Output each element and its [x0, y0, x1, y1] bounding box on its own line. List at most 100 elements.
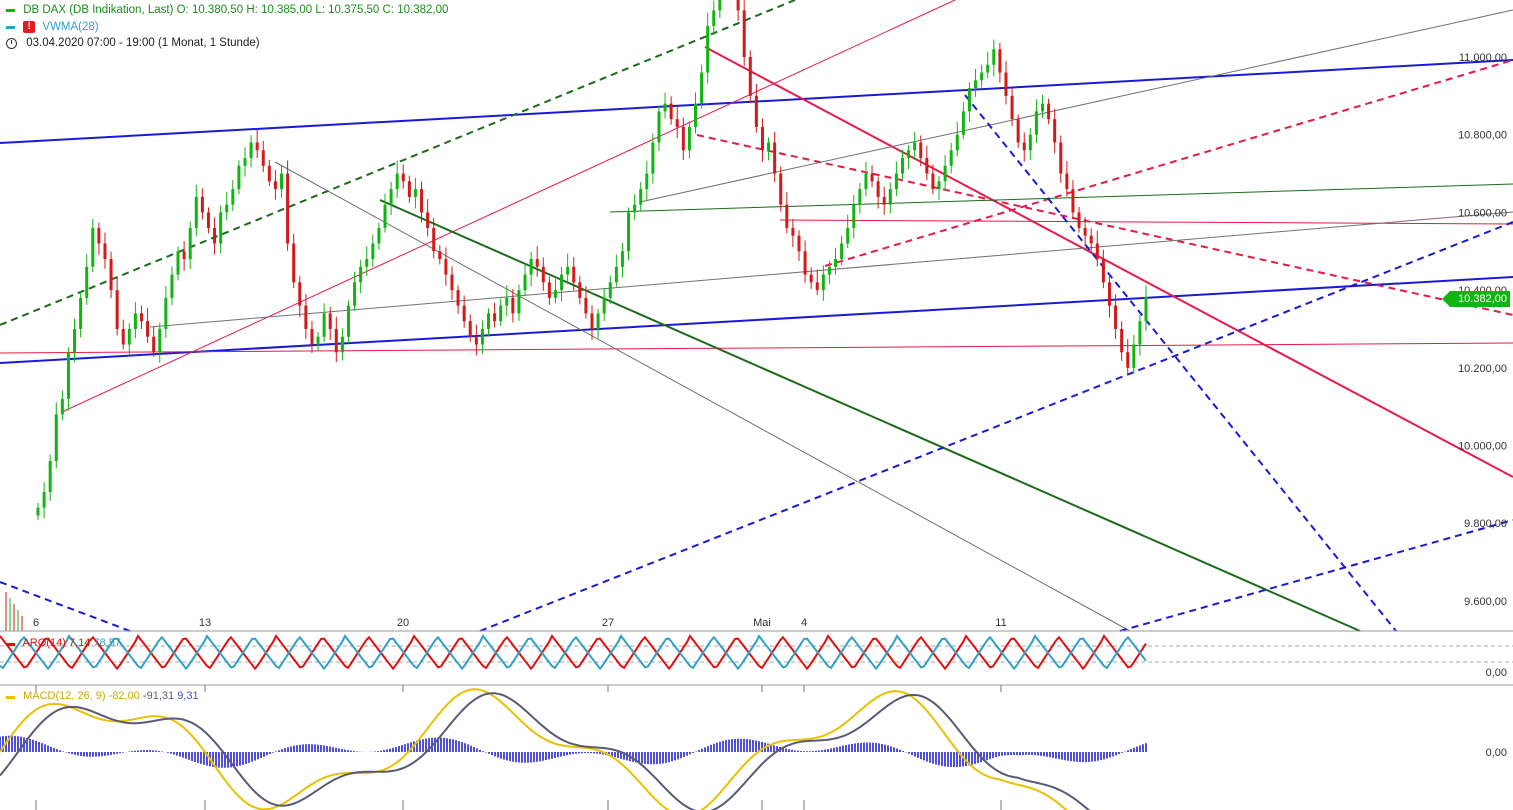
candle-body — [590, 313, 594, 329]
candle-body — [633, 204, 637, 213]
candle-body — [1071, 189, 1075, 213]
candle-body — [164, 297, 168, 329]
candle-body — [809, 274, 813, 283]
candle-body — [523, 274, 527, 291]
trend-line-red-thin-rising — [61, 0, 956, 413]
candle-body — [36, 507, 40, 516]
candle-body — [584, 297, 588, 314]
x-tick-label: 13 — [199, 617, 211, 629]
ohlc-high: H: 10.385,00 — [246, 4, 313, 16]
candle-body — [438, 251, 442, 260]
candle-body — [340, 336, 344, 353]
candle-body — [231, 189, 235, 205]
candle-body — [992, 49, 996, 65]
candle-body — [864, 173, 868, 190]
trend-line-blue-dashed-falling — [964, 94, 1397, 632]
candle-body — [803, 251, 807, 275]
candle-body — [553, 290, 557, 298]
candle-body — [1059, 142, 1063, 174]
candle-body — [353, 282, 357, 306]
candle-body — [456, 290, 460, 306]
candle-body — [998, 49, 1002, 73]
candle-body — [1047, 103, 1051, 120]
trend-line-red-dashed-falling — [696, 134, 1513, 316]
y-tick-label: 9.800,00 — [1464, 518, 1507, 530]
candle-body — [377, 227, 381, 244]
ohlc-open: O: 10.380,50 — [176, 4, 244, 16]
candle-body — [907, 150, 911, 159]
trend-lines — [0, 0, 1513, 632]
candle-body — [261, 150, 265, 166]
candle-body — [480, 328, 484, 345]
candle-body — [328, 313, 332, 329]
candle-body — [243, 158, 247, 166]
indicator-legend[interactable]: ! VWMA(28) — [6, 21, 99, 33]
macd-histogram-value: 9,31 — [177, 690, 199, 702]
candle-body — [1083, 227, 1087, 236]
candle-body — [894, 173, 898, 190]
candle-body — [493, 313, 497, 322]
ohlc-close: C: 10.382,00 — [382, 4, 449, 16]
candle-body — [407, 181, 411, 197]
candle-body — [1016, 119, 1020, 143]
macd-name: MACD(12, 26, 9) — [23, 690, 106, 702]
candle-body — [547, 282, 551, 298]
candle-body — [858, 189, 862, 205]
candle-body — [1126, 352, 1130, 368]
candle-body — [1114, 305, 1118, 329]
candle-body — [395, 173, 399, 190]
candle-body — [60, 398, 64, 415]
candle-body — [675, 119, 679, 127]
candle-body — [310, 328, 314, 345]
candle-body — [298, 282, 302, 306]
ohlc-low: L: 10.375,50 — [315, 4, 380, 16]
clock-icon — [6, 37, 17, 49]
candle-body — [572, 266, 576, 283]
candle-body — [505, 297, 509, 306]
candle-body — [815, 282, 819, 291]
candle-body — [955, 134, 959, 151]
candle-body — [900, 158, 904, 174]
y-tick-label: 10.200,00 — [1458, 363, 1507, 375]
candle-body — [371, 243, 375, 260]
candle-body — [499, 305, 503, 322]
candle-body — [1144, 297, 1148, 322]
candle-body — [176, 251, 180, 275]
candle-body — [1028, 134, 1032, 151]
x-tick-label: 11 — [995, 617, 1006, 629]
candle-body — [773, 142, 777, 174]
candle-body — [767, 142, 771, 151]
candle-body — [529, 259, 533, 275]
candle-body — [681, 126, 685, 151]
candle-body — [669, 103, 673, 120]
y-axis: 11.000,0010.800,0010.600,0010.400,0010.2… — [1458, 52, 1507, 608]
candle-body — [986, 64, 990, 73]
candle-body — [620, 251, 624, 267]
candle-body — [827, 266, 831, 275]
last-price-tag: 10.382,00 — [1442, 291, 1510, 307]
candles — [5, 0, 1148, 631]
trend-line-red-horizontal — [0, 342, 1513, 354]
candle-body — [614, 266, 618, 283]
candle-body — [1022, 142, 1026, 151]
candle-body — [468, 321, 472, 337]
y-tick-label: 10.600,00 — [1458, 207, 1507, 219]
candle-body — [115, 290, 119, 329]
candle-body — [334, 328, 338, 353]
macd-signal-line — [0, 692, 1091, 810]
candle-body — [876, 181, 880, 197]
candle-body — [693, 103, 697, 127]
candle-body — [560, 274, 564, 291]
aroon-down-value: 78,57 — [93, 637, 121, 649]
candle-body — [748, 57, 752, 96]
candle-body — [188, 227, 192, 260]
candle-body — [1004, 72, 1008, 96]
candle-body — [200, 196, 204, 213]
candle-body — [1132, 344, 1136, 368]
warning-icon[interactable]: ! — [23, 21, 36, 33]
candle-body — [840, 243, 844, 260]
candle-body — [566, 266, 570, 275]
aroon-tick-label: 0,00 — [1486, 667, 1507, 679]
candle-body — [718, 0, 722, 11]
